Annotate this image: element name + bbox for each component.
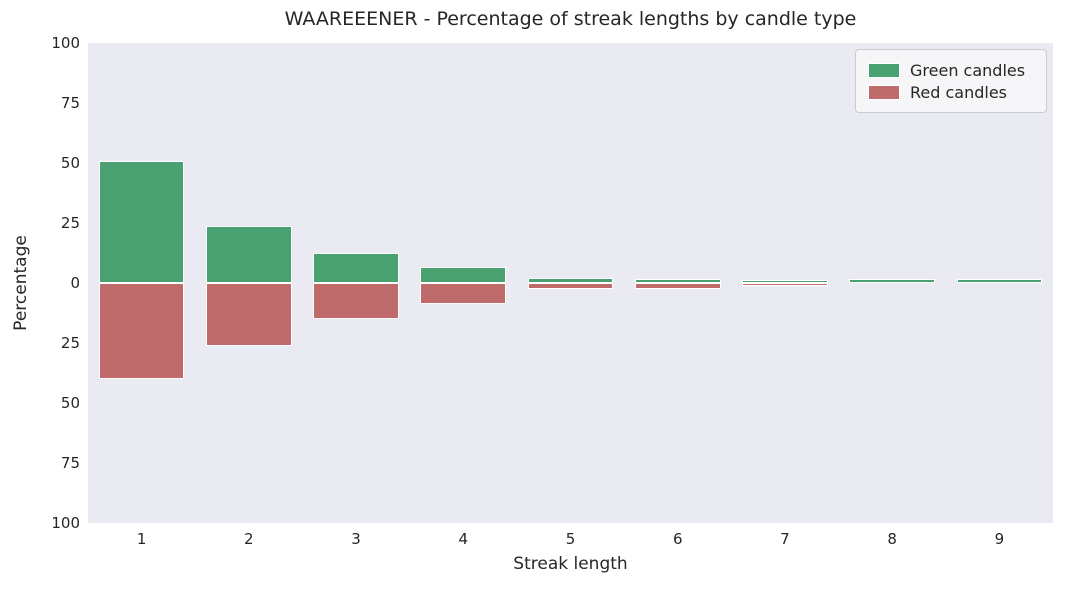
bar-red-1 [98,283,185,380]
bar-red-5 [527,283,614,289]
y-tick-label: 25 [60,334,80,352]
x-tick-label: 6 [672,530,683,548]
legend-row-red: Red candles [868,81,1034,103]
y-axis-label: Percentage [11,235,31,331]
bar-green-1 [98,160,185,283]
bar-red-6 [634,283,721,289]
bar-green-2 [205,225,292,283]
y-tick-label: 100 [51,514,80,532]
y-tick-label: 0 [70,274,80,292]
x-tick-label: 9 [994,530,1005,548]
bar-red-3 [313,283,399,320]
x-axis-label: Streak length [513,554,628,574]
bar-red-4 [420,283,507,305]
bar-green-8 [849,279,936,283]
green-candles-swatch [868,62,900,78]
bar-green-6 [634,278,721,283]
bar-green-3 [313,252,399,283]
legend-label-green: Green candles [910,60,1026,80]
y-tick-label: 75 [60,454,80,472]
bar-red-2 [205,283,292,347]
plot-area: Green candles Red candles [88,43,1053,523]
x-tick-label: 4 [458,530,469,548]
bar-green-5 [527,278,614,283]
y-tick-label: 25 [60,214,80,232]
bar-red-7 [742,283,828,286]
y-tick-label: 75 [60,94,80,112]
x-tick-label: 5 [565,530,576,548]
legend-label-red: Red candles [910,82,1008,102]
x-tick-label: 3 [351,530,361,548]
x-tick-label: 8 [887,530,897,548]
y-tick-label: 50 [60,154,80,172]
x-tick-label: 2 [244,530,254,548]
legend: Green candles Red candles [855,49,1047,113]
red-candles-swatch [868,84,900,100]
y-tick-label: 50 [60,394,80,412]
bar-green-9 [956,279,1043,283]
x-tick-label: 7 [780,530,790,548]
bar-green-7 [742,279,828,283]
y-tick-label: 100 [51,34,80,52]
legend-row-green: Green candles [868,59,1034,81]
x-tick-label: 1 [136,530,147,548]
bar-green-4 [420,266,507,283]
chart-title: WAAREEENER - Percentage of streak length… [284,8,857,30]
